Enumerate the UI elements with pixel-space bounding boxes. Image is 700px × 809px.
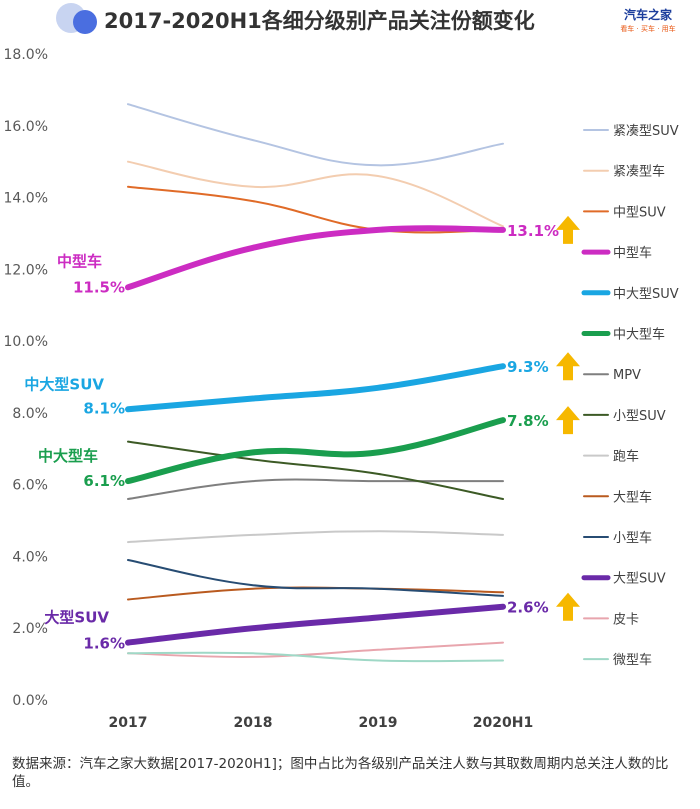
header: 2017-2020H1各细分级别产品关注份额变化 汽车之家 看车 · 买车 · … <box>0 0 700 44</box>
line-chart: 0.0% 2.0% 4.0% 6.0% 8.0% 10.0% 12.0% 14.0% 16.0%… <box>4 47 679 731</box>
legend-item: 中型车 <box>581 245 652 261</box>
legend-item: 大型SUV <box>581 572 666 587</box>
x-axis: 2017 2018 2019 2020H1 <box>109 715 534 731</box>
legend-item: 中型SUV <box>583 205 666 220</box>
y-tick-label: 14.0% <box>4 191 48 207</box>
series-line <box>127 530 504 544</box>
logo-name: 汽车之家 <box>623 8 672 22</box>
legend-item: 跑车 <box>583 449 639 465</box>
legend-item: 小型车 <box>583 530 652 546</box>
series-line <box>127 103 504 167</box>
series-line <box>125 417 506 485</box>
series-end-value: 13.1% <box>507 222 559 240</box>
series-end-value: 9.3% <box>507 358 549 376</box>
y-tick-label: 0.0% <box>12 693 48 709</box>
series-start-value: 8.1% <box>83 399 125 417</box>
y-tick-label: 16.0% <box>4 119 48 135</box>
legend-label: 紧凑型SUV <box>613 124 679 139</box>
series-line <box>127 651 504 663</box>
series-start-value: 11.5% <box>73 278 125 296</box>
highlighted-series-lines <box>125 225 506 646</box>
series-line <box>127 478 504 500</box>
legend-label: MPV <box>613 368 641 383</box>
thin-series-lines <box>127 103 504 663</box>
legend-label: 跑车 <box>613 449 639 465</box>
legend-item: 微型车 <box>583 652 652 668</box>
legend-item: 中大型车 <box>581 327 665 343</box>
series-line <box>127 559 504 597</box>
source-footnote: 数据来源：汽车之家大数据[2017-2020H1]；图中占比为各级别产品关注人数… <box>12 756 669 790</box>
up-arrow-icon <box>556 592 580 621</box>
legend-item: 大型车 <box>583 489 652 505</box>
y-tick-label: 10.0% <box>4 334 48 350</box>
series-line <box>127 160 504 228</box>
series-start-name: 中大型SUV <box>24 375 104 393</box>
page-title: 2017-2020H1各细分级别产品关注份额变化 <box>104 9 535 33</box>
y-tick-label: 2.0% <box>12 621 48 637</box>
series-line <box>127 440 504 500</box>
series-line <box>125 603 506 646</box>
legend-label: 皮卡 <box>613 612 639 627</box>
series-line <box>125 225 506 291</box>
y-tick-label: 18.0% <box>4 47 48 63</box>
y-tick-label: 6.0% <box>12 478 48 494</box>
legend-label: 中大型SUV <box>613 287 679 302</box>
series-end-value: 2.6% <box>507 599 549 617</box>
series-start-value: 6.1% <box>83 472 125 490</box>
y-tick-label: 4.0% <box>12 549 48 565</box>
x-tick-label: 2018 <box>234 715 273 731</box>
legend-label: 中型车 <box>613 245 652 261</box>
legend-item: 紧凑型车 <box>583 164 665 180</box>
y-axis: 0.0% 2.0% 4.0% 6.0% 8.0% 10.0% 12.0% 14.0% 16.0%… <box>4 47 48 709</box>
legend-label: 微型车 <box>613 652 652 668</box>
data-annotations: 中型车 11.5% 13.1% 中大型SUV 8.1% 9.3% 中大型车 6.1% 7.8% 大… <box>24 215 580 653</box>
up-arrow-icon <box>556 352 580 381</box>
x-tick-label: 2020H1 <box>473 715 533 731</box>
y-tick-label: 12.0% <box>4 262 48 278</box>
x-tick-label: 2019 <box>359 715 398 731</box>
series-start-name: 大型SUV <box>44 609 109 627</box>
legend-label: 紧凑型车 <box>613 164 665 180</box>
series-start-value: 1.6% <box>83 635 125 653</box>
series-end-value: 7.8% <box>507 412 549 430</box>
legend-label: 小型车 <box>613 530 652 546</box>
series-line <box>127 185 504 234</box>
up-arrow-icon <box>556 406 580 435</box>
legend-item: 小型SUV <box>583 409 666 424</box>
series-line <box>127 586 504 601</box>
legend-label: 中大型车 <box>613 327 665 343</box>
title-decoration-circle-dark <box>73 10 97 34</box>
series-line <box>125 363 506 413</box>
legend-label: 大型SUV <box>613 572 666 587</box>
y-tick-label: 8.0% <box>12 406 48 422</box>
series-start-name: 中型车 <box>57 252 102 270</box>
logo-tagline: 看车 · 买车 · 用车 <box>620 25 676 33</box>
legend-item: 皮卡 <box>583 612 639 627</box>
legend-label: 大型车 <box>613 489 652 505</box>
legend-item: MPV <box>583 368 641 383</box>
series-line <box>127 641 504 658</box>
legend-label: 中型SUV <box>613 205 666 220</box>
legend-label: 小型SUV <box>613 409 666 424</box>
legend-item: 中大型SUV <box>581 287 679 302</box>
up-arrow-icon <box>556 215 580 244</box>
legend-item: 紧凑型SUV <box>583 124 679 139</box>
series-start-name: 中大型车 <box>38 447 98 465</box>
brand-logo: 汽车之家 看车 · 买车 · 用车 <box>608 6 688 34</box>
x-tick-label: 2017 <box>109 715 148 731</box>
